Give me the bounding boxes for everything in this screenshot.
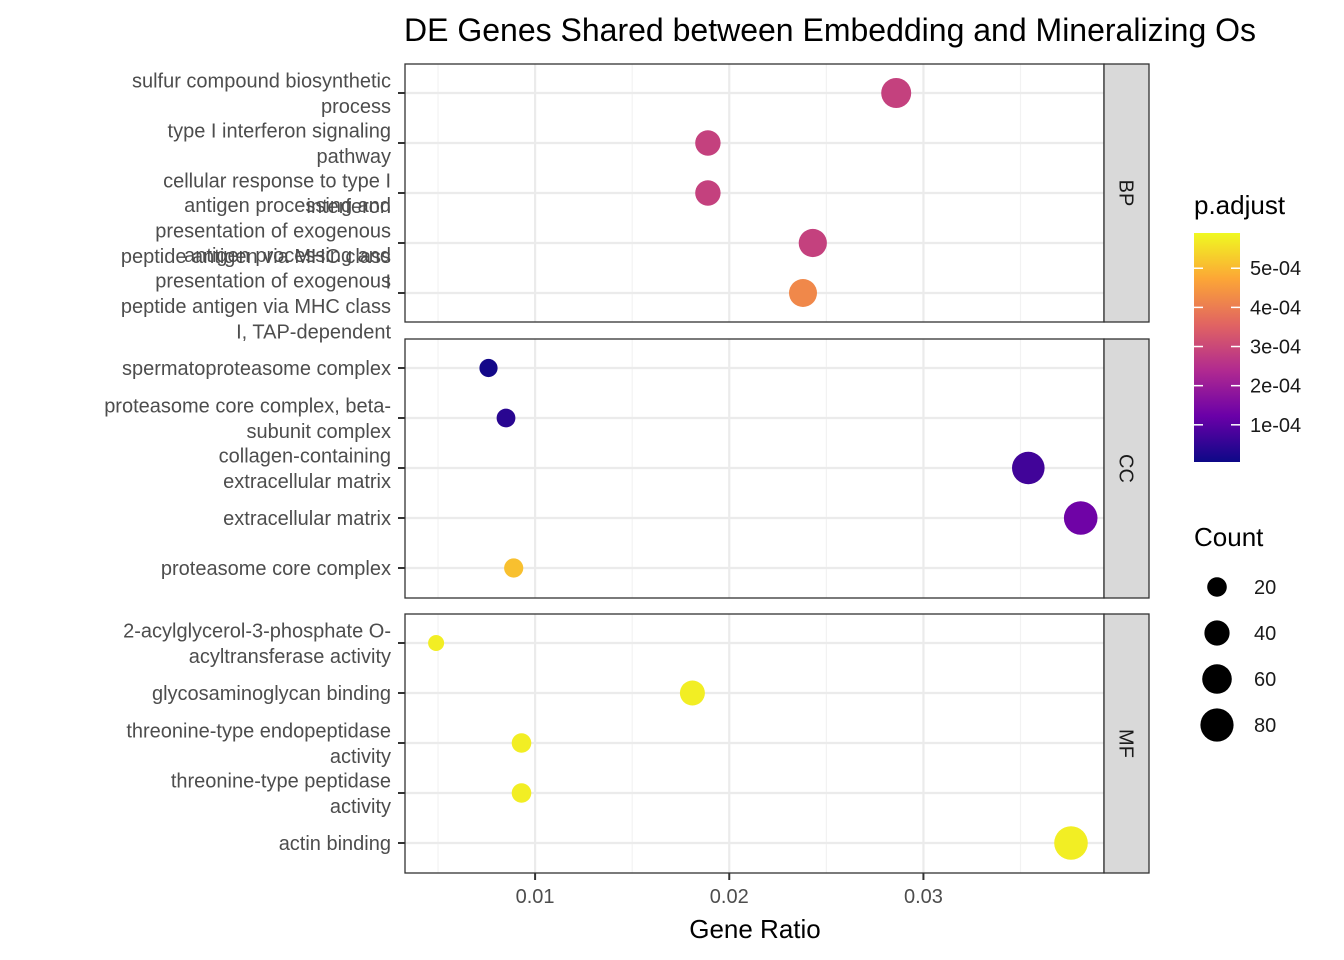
data-point (798, 228, 827, 258)
y-tick-label: antigen processing and presentation of ex… (121, 245, 392, 344)
x-axis-title: Gene Ratio (689, 914, 821, 944)
size-legend-title: Count (1194, 522, 1264, 552)
facet-strip (1103, 63, 1150, 323)
y-tick-label: extracellular matrix (223, 508, 391, 530)
y-tick-label: threonine-type peptidase activity (171, 770, 391, 818)
data-point (496, 408, 516, 428)
data-point (1054, 826, 1088, 860)
facet-strip-label: BP (1115, 180, 1137, 207)
y-tick-label: spermatoproteasome complex (122, 358, 391, 380)
size-legend-label: 60 (1254, 669, 1276, 691)
facet-panels: sulfur compound biosynthetic processtype … (104, 63, 1150, 874)
color-legend: p.adjust 1e-04 2e-04 3e-04 4e-04 5e-04 (1194, 190, 1301, 462)
data-point (789, 279, 817, 307)
facet-panel-cc: spermatoproteasome complex proteasome cor… (104, 338, 1150, 599)
colorbar-label: 2e-04 (1250, 376, 1301, 398)
data-point (511, 783, 532, 803)
colorbar-label: 3e-04 (1250, 337, 1301, 359)
data-point (428, 635, 445, 651)
y-tick-label: type I interferon signaling pathway (168, 120, 391, 168)
size-legend-label: 40 (1254, 623, 1276, 645)
x-axis: 0.01 0.02 0.03 (516, 873, 943, 908)
facet-strip (1103, 613, 1150, 874)
colorbar (1194, 233, 1240, 462)
size-legend-key (1204, 620, 1230, 646)
y-tick-label: proteasome core complex (161, 558, 391, 580)
data-point (679, 680, 705, 706)
data-point (511, 733, 532, 753)
y-tick-label: threonine-type endopeptidase activity (126, 720, 391, 768)
size-legend-label: 20 (1254, 577, 1276, 599)
y-tick-label: 2-acylglycerol-3-phosphate O-acyltransfe… (123, 620, 391, 668)
facet-panel-mf: 2-acylglycerol-3-phosphate O-acyltransfe… (123, 613, 1150, 874)
y-tick-label: collagen-containing extracellular matrix (219, 445, 391, 493)
size-legend-key (1202, 664, 1232, 694)
facet-panel-bp: sulfur compound biosynthetic processtype … (121, 63, 1150, 344)
x-tick-label: 0.01 (516, 886, 555, 908)
facet-strip-label: CC (1115, 454, 1137, 483)
y-tick-label: proteasome core complex, beta-subunit co… (104, 395, 391, 443)
size-legend-label: 80 (1254, 715, 1276, 737)
facet-strip (1103, 338, 1150, 599)
data-point (1063, 501, 1098, 535)
data-point (479, 358, 498, 378)
y-tick-label: glycosaminoglycan binding (152, 683, 391, 705)
y-tick-label: antigen processing and presentation of ex… (121, 195, 391, 293)
y-tick-label: sulfur compound biosynthetic process (132, 70, 391, 118)
colorbar-label: 5e-04 (1250, 258, 1301, 280)
data-point (1012, 451, 1045, 485)
y-tick-label: actin binding (279, 833, 391, 855)
size-legend-key (1200, 708, 1234, 742)
data-point (504, 558, 524, 578)
data-point (695, 180, 721, 206)
color-legend-title: p.adjust (1194, 190, 1286, 220)
data-point (695, 130, 721, 156)
chart-title: DE Genes Shared between Embedding and Mi… (404, 12, 1256, 48)
colorbar-label: 4e-04 (1250, 297, 1301, 319)
size-legend: Count 20 40 60 80 (1194, 522, 1276, 742)
x-tick-label: 0.02 (710, 886, 749, 908)
size-legend-key (1207, 577, 1227, 597)
x-tick-label: 0.03 (904, 886, 943, 908)
colorbar-label: 1e-04 (1250, 415, 1301, 437)
data-point (881, 78, 912, 108)
facet-strip-label: MF (1115, 729, 1137, 758)
